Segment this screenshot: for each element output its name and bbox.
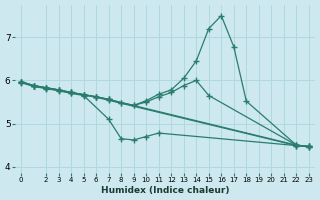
X-axis label: Humidex (Indice chaleur): Humidex (Indice chaleur): [101, 186, 229, 195]
